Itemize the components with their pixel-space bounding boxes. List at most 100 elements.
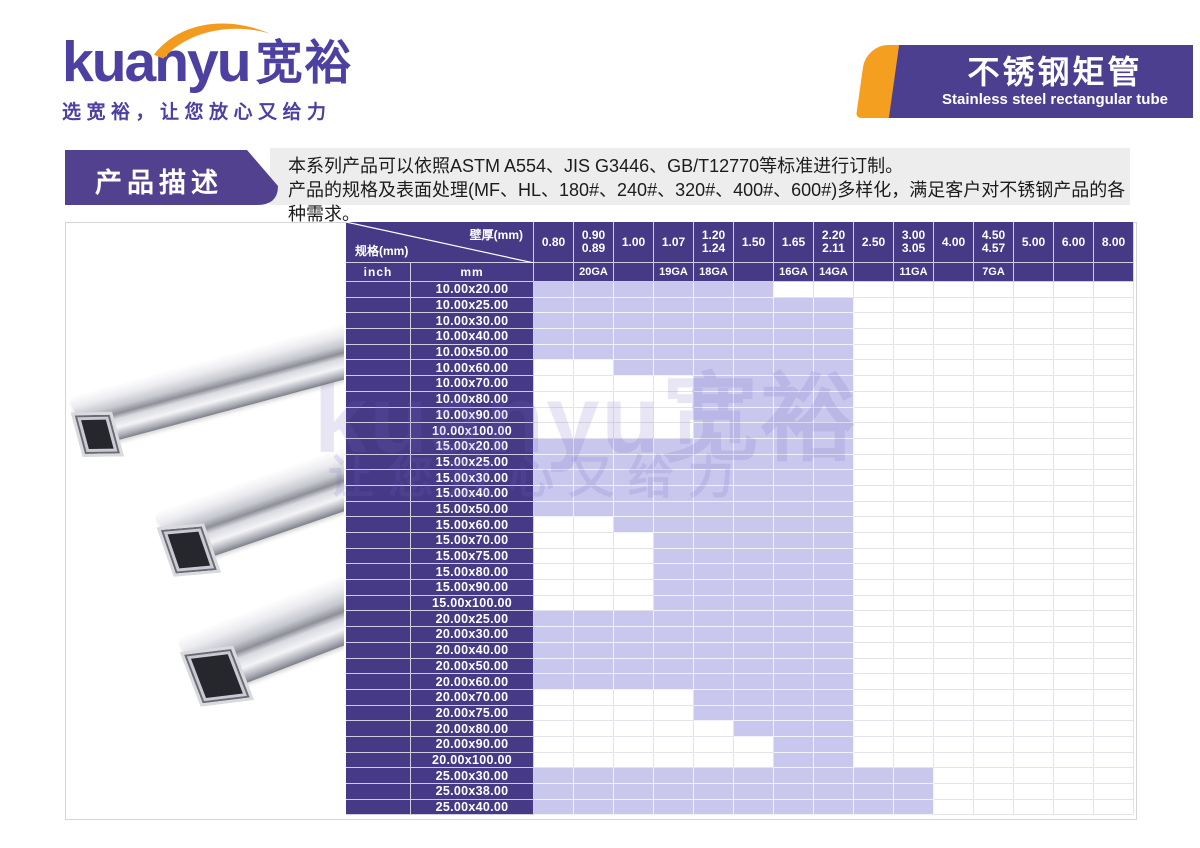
steel-tube-image bbox=[70, 313, 344, 457]
availability-cell-empty bbox=[1014, 799, 1054, 816]
availability-cell-available bbox=[654, 564, 694, 581]
availability-cell-available bbox=[814, 784, 854, 800]
availability-cell-available bbox=[734, 501, 774, 518]
availability-cell-empty bbox=[574, 721, 614, 737]
inch-cell bbox=[346, 485, 411, 502]
availability-cell-empty bbox=[894, 470, 934, 486]
availability-cell-empty bbox=[974, 580, 1014, 596]
size-label-mm: 15.00x60.00 bbox=[411, 517, 534, 533]
availability-cell-available bbox=[574, 297, 614, 314]
availability-cell-empty bbox=[974, 485, 1014, 502]
availability-cell-empty bbox=[1054, 485, 1094, 502]
availability-cell-available bbox=[654, 517, 694, 533]
availability-cell-empty bbox=[894, 282, 934, 298]
availability-cell-empty bbox=[974, 454, 1014, 471]
gauge-label-cell bbox=[854, 263, 894, 282]
availability-cell-empty bbox=[974, 360, 1014, 377]
gauge-label-cell bbox=[734, 263, 774, 282]
size-row: 25.00x30.00 bbox=[346, 768, 1134, 784]
availability-cell-empty bbox=[854, 329, 894, 345]
availability-cell-available bbox=[774, 485, 814, 502]
availability-cell-empty bbox=[574, 580, 614, 596]
availability-cell-empty bbox=[974, 784, 1014, 800]
gauge-label-cell: 16GA bbox=[774, 263, 814, 282]
availability-cell-empty bbox=[894, 642, 934, 659]
availability-cell-empty bbox=[1054, 407, 1094, 424]
availability-cell-available bbox=[734, 407, 774, 424]
thickness-value: 5.00 bbox=[1021, 234, 1046, 249]
availability-cell-empty bbox=[1014, 689, 1054, 706]
availability-cell-empty bbox=[1014, 485, 1054, 502]
availability-cell-available bbox=[814, 580, 854, 596]
availability-cell-empty bbox=[894, 533, 934, 549]
availability-cell-available bbox=[734, 533, 774, 549]
availability-cell-available bbox=[694, 611, 734, 628]
availability-cell-available bbox=[734, 580, 774, 596]
availability-cell-empty bbox=[534, 752, 574, 769]
availability-cell-empty bbox=[894, 344, 934, 361]
availability-cell-available bbox=[534, 344, 574, 361]
availability-cell-empty bbox=[1014, 736, 1054, 753]
availability-cell-empty bbox=[894, 580, 934, 596]
thickness-value: 4.50 bbox=[981, 228, 1006, 242]
availability-cell-available bbox=[774, 438, 814, 455]
availability-cell-empty bbox=[614, 736, 654, 753]
availability-cell-available bbox=[534, 438, 574, 455]
availability-cell-available bbox=[814, 564, 854, 581]
availability-cell-available bbox=[734, 768, 774, 784]
availability-cell-empty bbox=[974, 752, 1014, 769]
availability-cell-available bbox=[654, 485, 694, 502]
availability-cell-empty bbox=[894, 752, 934, 769]
availability-cell-available bbox=[774, 517, 814, 533]
availability-cell-available bbox=[694, 391, 734, 408]
availability-cell-empty bbox=[934, 438, 974, 455]
availability-cell-available bbox=[814, 674, 854, 690]
availability-cell-available bbox=[614, 297, 654, 314]
availability-cell-empty bbox=[854, 423, 894, 439]
availability-cell-available bbox=[734, 564, 774, 581]
availability-cell-empty bbox=[894, 689, 934, 706]
availability-cell-available bbox=[614, 313, 654, 330]
availability-cell-available bbox=[654, 438, 694, 455]
availability-cell-available bbox=[694, 438, 734, 455]
availability-cell-empty bbox=[654, 407, 694, 424]
size-row: 20.00x60.00 bbox=[346, 674, 1134, 690]
availability-cell-empty bbox=[934, 501, 974, 518]
thickness-value: 2.11 bbox=[822, 241, 845, 255]
inch-cell bbox=[346, 721, 411, 737]
gauge-label-cell bbox=[614, 263, 654, 282]
size-row: 15.00x75.00 bbox=[346, 548, 1134, 565]
availability-cell-available bbox=[734, 297, 774, 314]
availability-cell-empty bbox=[894, 423, 934, 439]
availability-cell-empty bbox=[854, 501, 894, 518]
availability-cell-empty bbox=[974, 423, 1014, 439]
availability-cell-available bbox=[734, 784, 774, 800]
thickness-value: 2.20 bbox=[821, 228, 846, 242]
availability-cell-available bbox=[734, 642, 774, 659]
size-label-mm: 10.00x50.00 bbox=[411, 344, 534, 361]
availability-cell-empty bbox=[934, 548, 974, 565]
availability-cell-empty bbox=[1054, 329, 1094, 345]
availability-cell-empty bbox=[614, 376, 654, 392]
availability-cell-empty bbox=[574, 360, 614, 377]
availability-cell-available bbox=[734, 470, 774, 486]
availability-cell-empty bbox=[614, 721, 654, 737]
inch-cell bbox=[346, 595, 411, 612]
availability-cell-available bbox=[614, 784, 654, 800]
availability-cell-available bbox=[654, 360, 694, 377]
availability-cell-empty bbox=[814, 282, 854, 298]
gauge-label-cell: 11GA bbox=[894, 263, 934, 282]
availability-cell-empty bbox=[534, 548, 574, 565]
availability-cell-available bbox=[814, 736, 854, 753]
availability-cell-empty bbox=[574, 752, 614, 769]
logo-swoosh-icon bbox=[153, 23, 271, 59]
availability-cell-empty bbox=[854, 689, 894, 706]
size-label-mm: 15.00x30.00 bbox=[411, 470, 534, 486]
availability-cell-available bbox=[814, 344, 854, 361]
availability-cell-available bbox=[774, 736, 814, 753]
availability-cell-available bbox=[734, 344, 774, 361]
availability-cell-empty bbox=[734, 752, 774, 769]
availability-cell-empty bbox=[694, 752, 734, 769]
availability-cell-available bbox=[734, 674, 774, 690]
